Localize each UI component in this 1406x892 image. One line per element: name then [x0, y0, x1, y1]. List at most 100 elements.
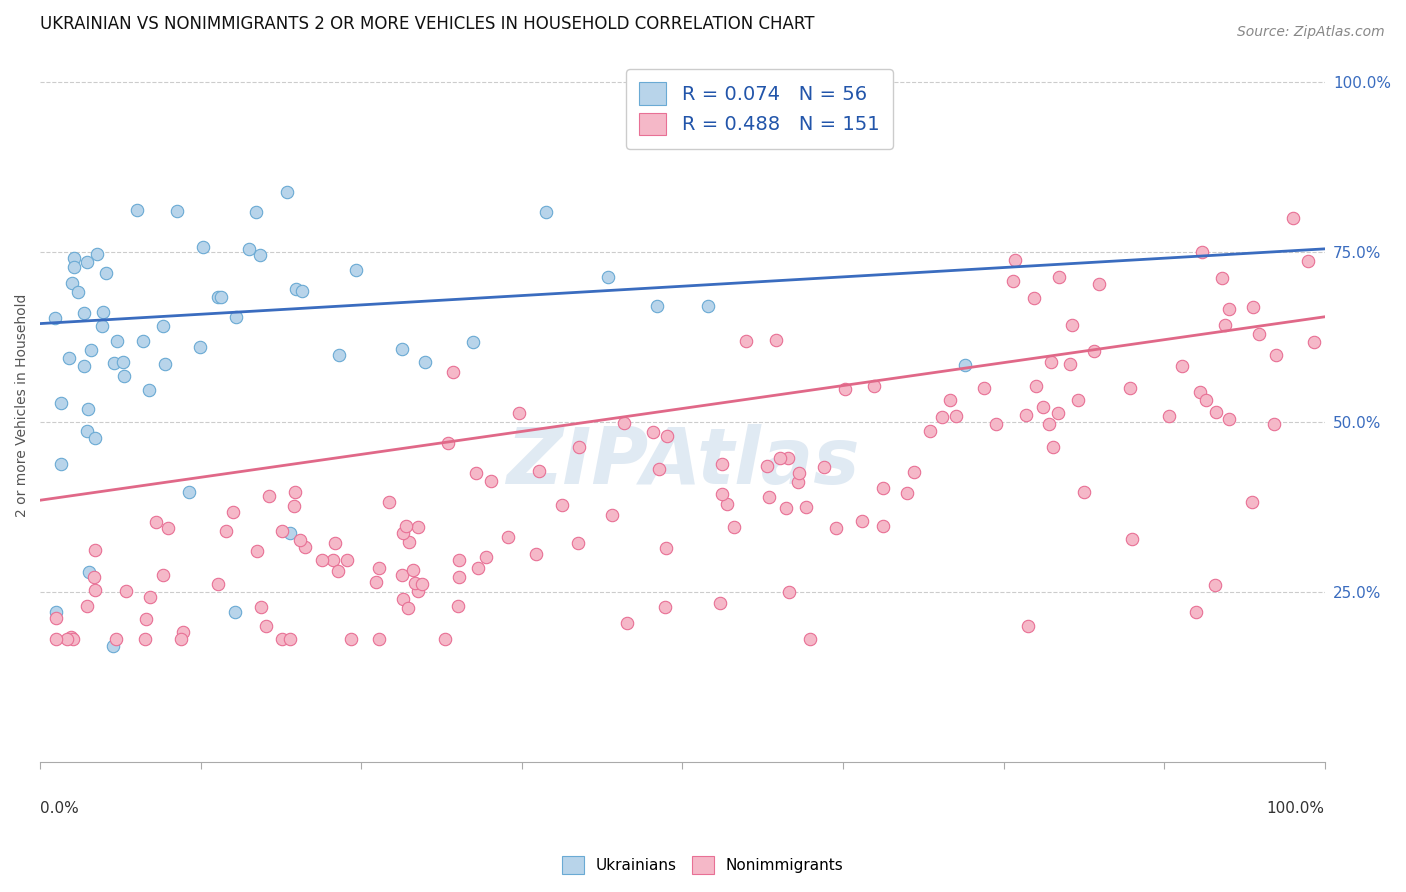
Point — [567, 535, 589, 549]
Point — [1211, 271, 1233, 285]
Point — [1195, 392, 1218, 407]
Point — [1073, 484, 1095, 499]
Point — [288, 533, 311, 548]
Point — [77, 402, 100, 417]
Point — [756, 458, 779, 473]
Point — [1017, 619, 1039, 633]
Point — [283, 500, 305, 514]
Point — [1218, 412, 1240, 426]
Point — [534, 205, 557, 219]
Point — [215, 524, 238, 538]
Point — [179, 485, 201, 500]
Point — [479, 475, 502, 489]
Point — [464, 467, 486, 481]
Point — [527, 464, 550, 478]
Point — [1121, 532, 1143, 546]
Point — [152, 568, 174, 582]
Point — [825, 521, 848, 535]
Point — [710, 487, 733, 501]
Point — [249, 248, 271, 262]
Point — [1296, 253, 1319, 268]
Point — [193, 240, 215, 254]
Point — [79, 343, 101, 358]
Point — [45, 632, 67, 647]
Point — [436, 435, 458, 450]
Point — [132, 334, 155, 348]
Point — [1241, 300, 1264, 314]
Point — [568, 440, 591, 454]
Point — [1159, 409, 1181, 424]
Point — [1264, 348, 1286, 362]
Point — [986, 417, 1008, 432]
Point — [508, 406, 530, 420]
Point — [1204, 578, 1226, 592]
Point — [851, 514, 873, 528]
Point — [83, 542, 105, 557]
Point — [328, 348, 350, 362]
Point — [931, 410, 953, 425]
Point — [896, 486, 918, 500]
Point — [58, 351, 80, 366]
Point — [778, 585, 800, 599]
Point — [112, 354, 135, 368]
Point — [398, 535, 420, 549]
Point — [446, 599, 468, 613]
Text: 0.0%: 0.0% — [41, 801, 79, 816]
Point — [655, 541, 678, 556]
Point — [391, 567, 413, 582]
Point — [1088, 277, 1111, 292]
Point — [86, 247, 108, 261]
Point — [643, 425, 665, 440]
Point — [872, 519, 894, 533]
Point — [60, 276, 83, 290]
Point — [166, 203, 188, 218]
Point — [918, 424, 941, 438]
Text: UKRAINIAN VS NONIMMIGRANTS 2 OR MORE VEHICLES IN HOUSEHOLD CORRELATION CHART: UKRAINIAN VS NONIMMIGRANTS 2 OR MORE VEH… — [41, 15, 814, 33]
Point — [44, 311, 66, 326]
Point — [441, 365, 464, 379]
Point — [1042, 441, 1064, 455]
Point — [207, 577, 229, 591]
Point — [62, 632, 84, 647]
Point — [758, 490, 780, 504]
Point — [1049, 270, 1071, 285]
Point — [657, 429, 679, 443]
Point — [391, 526, 413, 541]
Point — [209, 290, 232, 304]
Point — [1083, 343, 1105, 358]
Point — [1240, 495, 1263, 509]
Point — [813, 460, 835, 475]
Point — [973, 380, 995, 394]
Point — [461, 335, 484, 350]
Point — [723, 520, 745, 534]
Text: ZIPAtlas: ZIPAtlas — [506, 425, 859, 500]
Point — [396, 601, 419, 615]
Point — [1060, 318, 1083, 332]
Point — [953, 358, 976, 372]
Point — [391, 591, 413, 606]
Point — [271, 524, 294, 538]
Point — [157, 521, 180, 535]
Point — [1119, 381, 1142, 395]
Point — [76, 254, 98, 268]
Point — [787, 466, 810, 480]
Point — [1001, 274, 1024, 288]
Point — [90, 318, 112, 333]
Point — [278, 632, 301, 647]
Point — [1263, 417, 1285, 432]
Point — [79, 565, 101, 579]
Text: 100.0%: 100.0% — [1267, 801, 1324, 816]
Point — [391, 342, 413, 356]
Point — [91, 305, 114, 319]
Point — [598, 269, 620, 284]
Point — [799, 632, 821, 647]
Point — [402, 563, 425, 577]
Point — [73, 306, 96, 320]
Point — [145, 516, 167, 530]
Point — [207, 290, 229, 304]
Point — [104, 632, 127, 647]
Point — [105, 334, 128, 348]
Point — [434, 632, 457, 647]
Point — [103, 356, 125, 370]
Point — [323, 535, 346, 549]
